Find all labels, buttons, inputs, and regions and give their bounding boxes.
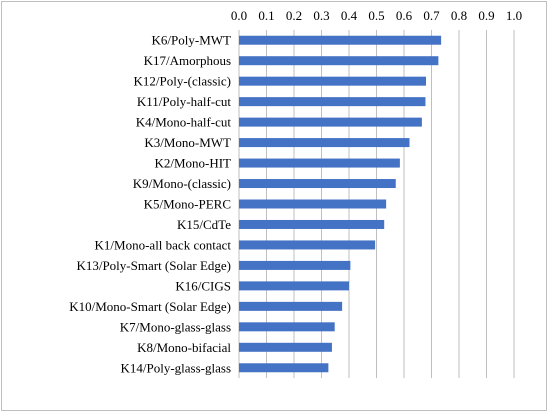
bar [239,35,442,45]
category-labels: K6/Poly-MWT K17/Amorphous K12/Poly-(classi… [69,33,231,376]
x-tick-label: 0.5 [368,8,384,23]
bar [239,301,343,311]
x-axis-tick-labels: 0.0 0.1 0.2 0.3 0.4 0.5 0.6 0.7 0.8 0.9 1.0 [231,8,522,23]
bars [239,35,442,373]
x-tick-label: 0.3 [313,8,329,23]
category-label: K14/Poly-glass-glass [121,360,232,375]
category-label: K6/Poly-MWT [152,33,232,48]
bar [239,199,387,209]
bar [239,260,351,270]
category-label: K1/Mono-all back contact [95,237,232,252]
category-label: K7/Mono-glass-glass [120,319,231,334]
x-tick-label: 0.0 [231,8,247,23]
category-label: K11/Poly-half-cut [137,94,231,109]
x-tick-label: 0.6 [396,8,413,23]
category-label: K15/CdTe [177,217,231,232]
bar [239,76,426,86]
category-label: K13/Poly-Smart (Solar Edge) [76,258,231,273]
bar [239,219,385,229]
x-tick-label: 0.7 [423,8,440,23]
category-label: K9/Mono-(classic) [133,176,231,191]
category-label: K4/Mono-half-cut [136,115,232,130]
bar [239,158,400,168]
category-label: K12/Poly-(classic) [134,74,231,89]
bar [239,240,376,250]
category-label: K10/Mono-Smart (Solar Edge) [69,299,231,314]
bar [239,342,332,352]
category-label: K2/Mono-HIT [154,156,231,171]
bar [239,322,335,332]
category-label: K17/Amorphous [144,53,231,68]
x-tick-label: 0.2 [286,8,302,23]
bar [239,179,396,189]
x-tick-label: 1.0 [506,8,522,23]
x-tick-label: 0.4 [341,8,358,23]
bar [239,281,349,291]
x-tick-label: 0.9 [478,8,494,23]
category-label: K16/CIGS [175,278,231,293]
category-label: K8/Mono-bifacial [137,340,231,355]
bar [239,363,329,373]
gridlines [238,30,515,378]
bar [239,138,410,148]
bar [239,117,422,127]
x-tick-label: 0.1 [258,8,274,23]
bar [239,56,439,66]
category-label: K5/Mono-PERC [144,197,231,212]
bar [239,97,426,107]
category-label: K3/Mono-MWT [144,135,231,150]
x-tick-label: 0.8 [451,8,467,23]
